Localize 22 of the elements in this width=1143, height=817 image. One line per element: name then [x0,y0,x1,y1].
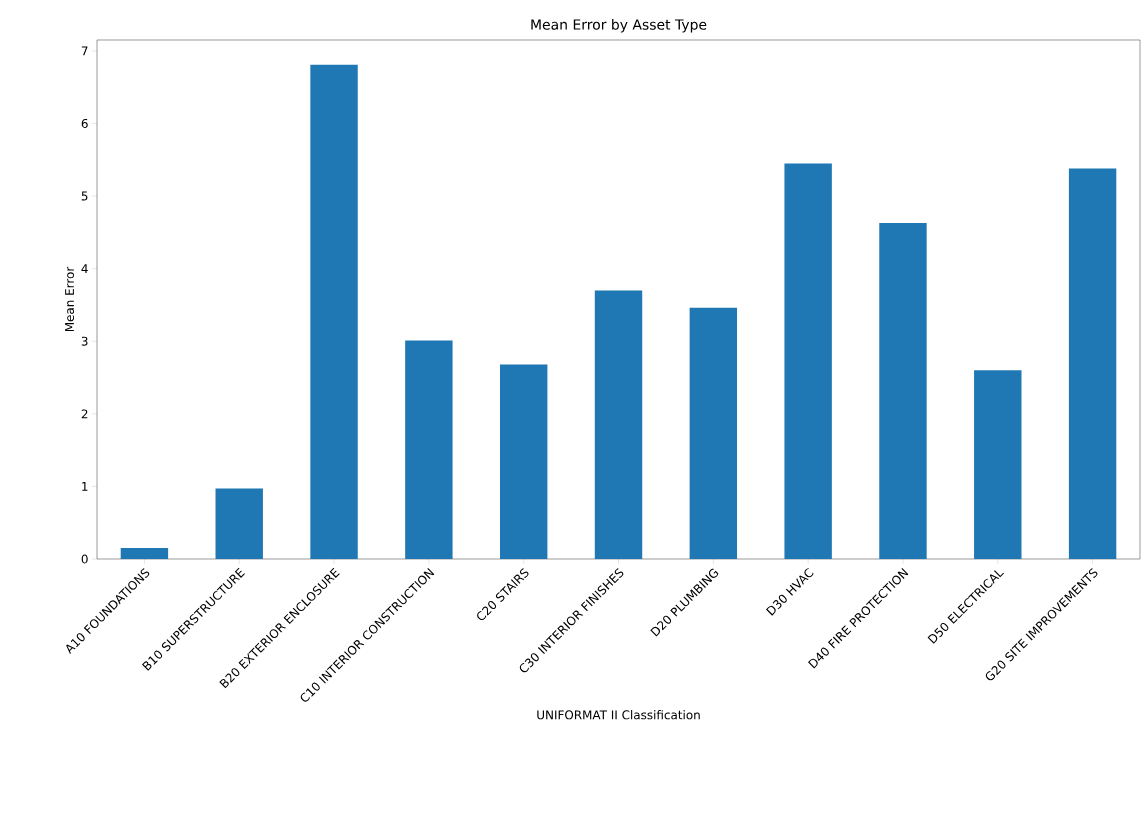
chart-title: Mean Error by Asset Type [531,19,707,33]
y-tick-label: 1 [82,482,88,491]
bar [594,290,643,559]
bar [215,488,263,559]
bar [310,64,358,559]
y-tick-label: 6 [81,118,88,128]
y-tick-label: 3 [81,336,88,346]
y-tick-label: 4 [81,264,88,274]
bar [405,340,453,559]
y-tick-label: 0 [81,554,88,564]
y-tick-label: 5 [81,191,88,201]
y-axis-title: Mean Error [65,266,75,332]
y-tick-label: 7 [81,46,88,56]
bar [120,548,169,559]
bar [1068,168,1117,559]
bar [879,222,927,559]
bar [689,307,738,559]
bar [974,370,1022,559]
bar [499,364,548,559]
bar [784,163,832,559]
x-axis-title: UNIFORMAT II Classification [537,710,700,720]
y-tick-label: 2 [81,409,88,419]
